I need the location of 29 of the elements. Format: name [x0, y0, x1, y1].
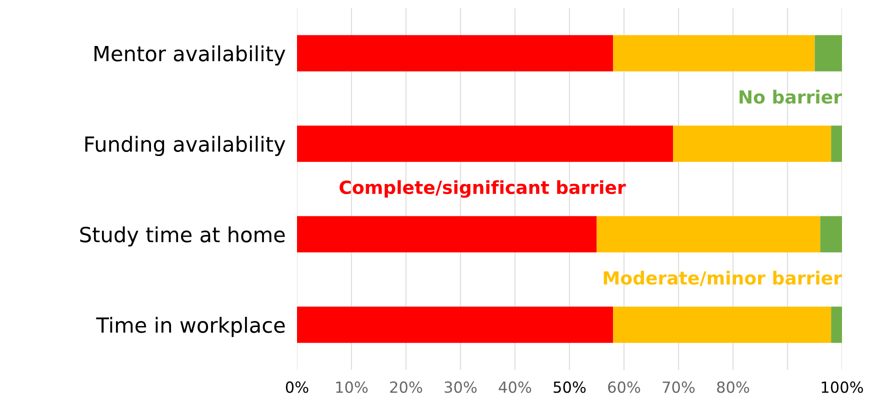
bar [820, 216, 842, 252]
x-tick-label: 30% [444, 381, 477, 393]
y-tick-label: Study time at home [80, 226, 285, 246]
x-tick-label: 0% [286, 381, 308, 393]
y-tick-label: Mentor availability [94, 45, 286, 66]
series-label: No barrier [740, 90, 842, 104]
bar [831, 306, 842, 343]
bar [613, 306, 832, 343]
bar [297, 216, 597, 252]
x-tick-label: 70% [662, 381, 695, 393]
x-tick-label: 60% [608, 381, 640, 393]
y-tick-label: Funding availability [85, 136, 286, 156]
bar [297, 306, 614, 343]
bar [814, 35, 842, 72]
bar [297, 126, 674, 162]
x-tick-label: 20% [390, 381, 422, 393]
bar [596, 216, 820, 252]
y-tick-label: Time in workplace [96, 316, 285, 337]
bar [831, 126, 842, 162]
x-tick-label: 80% [717, 381, 750, 393]
x-tick-label: 10% [336, 381, 368, 393]
bar [673, 126, 832, 162]
bar [297, 35, 614, 72]
x-tick-label: 100% [822, 381, 863, 393]
series-label: Complete/significant barrier [340, 180, 626, 198]
x-tick-label: 40% [498, 381, 532, 393]
bar [613, 35, 815, 72]
x-tick-label: 50% [554, 381, 586, 393]
series-label: Moderate/minor barrier [604, 270, 842, 286]
